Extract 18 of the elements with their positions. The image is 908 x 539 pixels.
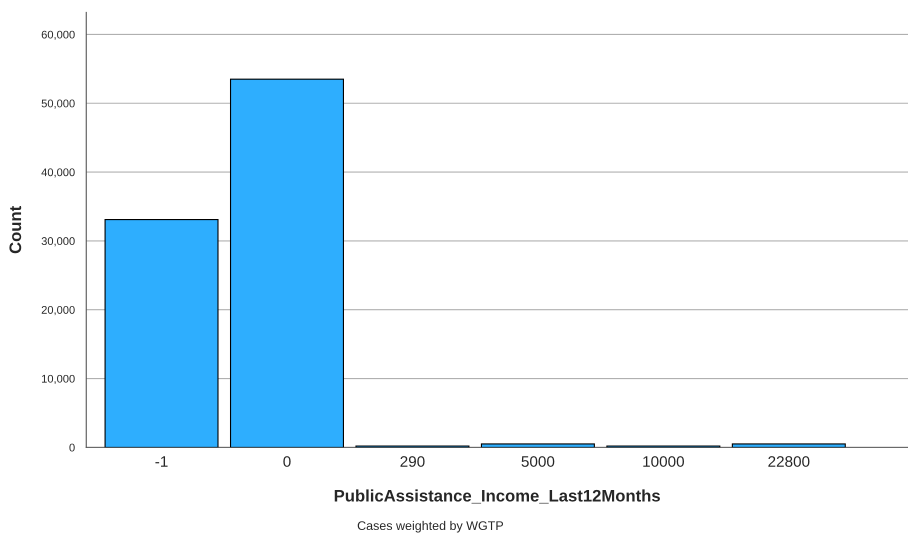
y-tick-label: 40,000 bbox=[41, 168, 75, 178]
bar bbox=[230, 78, 344, 448]
x-tick-label: 5000 bbox=[522, 456, 554, 467]
x-tick-label: 10000 bbox=[643, 456, 684, 467]
y-tick-label: 30,000 bbox=[42, 237, 75, 246]
x-axis-title: PublicAssistance_Income_Last12Months bbox=[334, 489, 660, 504]
x-tick-label: -1 bbox=[155, 456, 168, 467]
y-tick-label: 20,000 bbox=[42, 306, 75, 316]
y-axis-title: Count bbox=[9, 206, 22, 254]
text: Cases weighted by WGTP bbox=[358, 520, 504, 533]
x-tick-label: 0 bbox=[283, 456, 291, 467]
y-tick-label: 0 bbox=[69, 444, 75, 452]
x-tick-label: 22800 bbox=[768, 456, 810, 467]
y-tick-label: 60,000 bbox=[42, 30, 75, 40]
bar bbox=[104, 219, 219, 448]
y-tick-label: 10,000 bbox=[42, 374, 75, 384]
y-tick-label: 50,000 bbox=[42, 100, 75, 109]
x-tick-label: 290 bbox=[400, 456, 425, 467]
